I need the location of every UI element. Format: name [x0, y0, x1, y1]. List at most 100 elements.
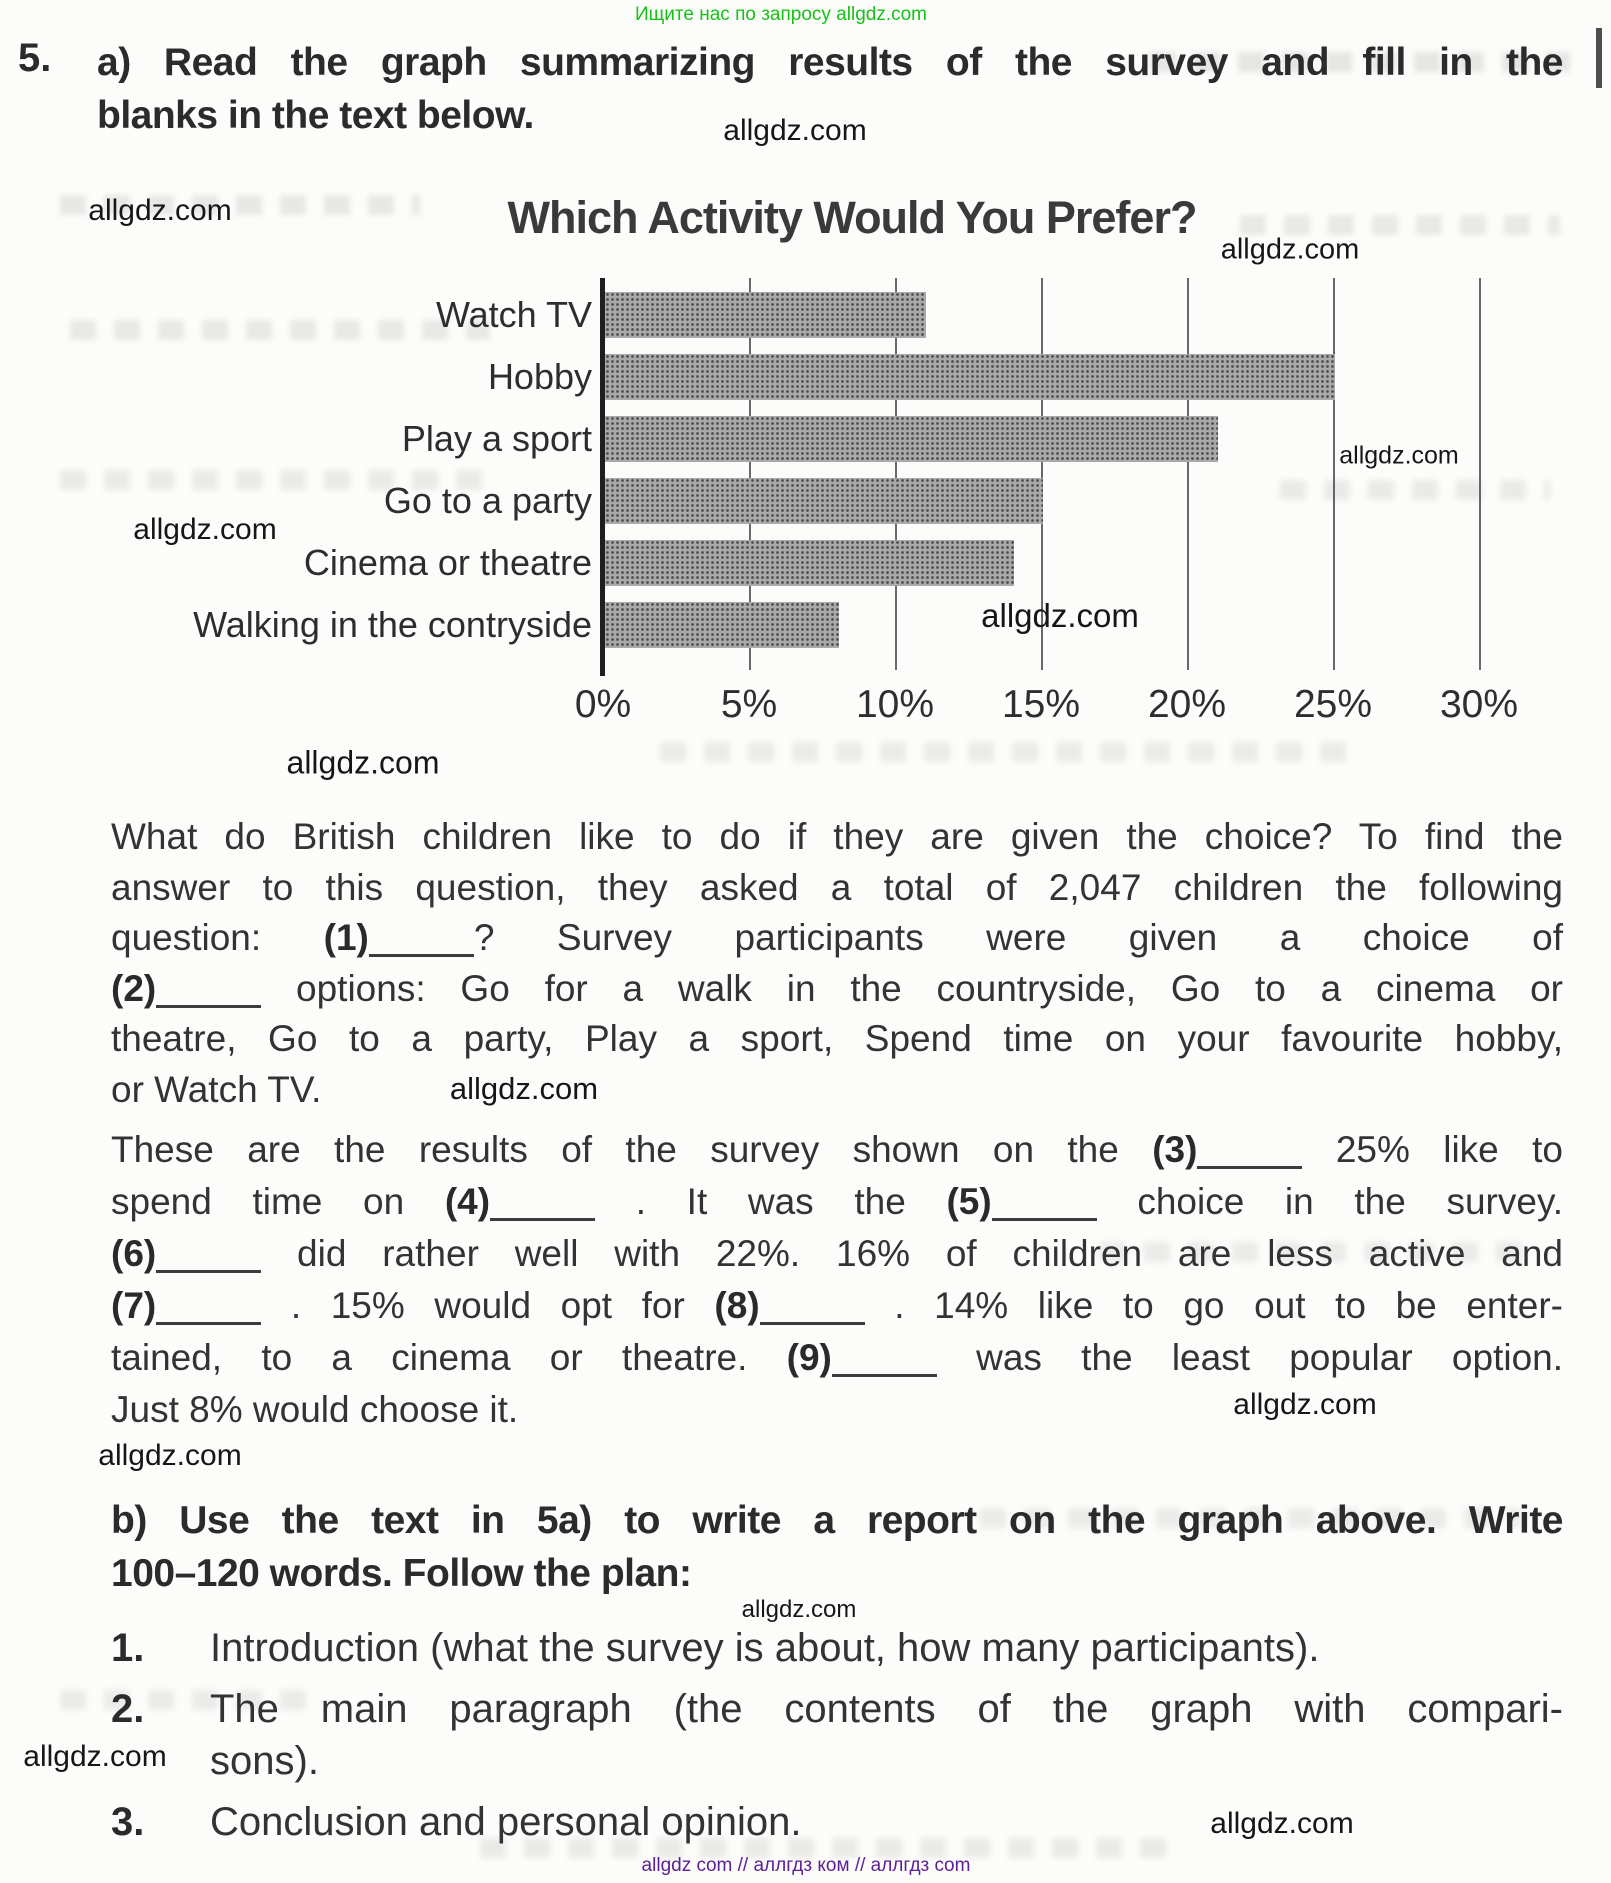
- category-label-go-to-a-party: Go to a party: [383, 480, 592, 521]
- paragraph2-line5: tained, to a cinema or theatre. (9) was …: [111, 1337, 1563, 1378]
- blank-number: (5): [946, 1181, 992, 1222]
- chart-bar-cinema-or-theatre: [605, 540, 1014, 586]
- allgdz-watermark: allgdz.com: [88, 194, 232, 227]
- writing-plan-item-1: 1. Introduction (what the survey is about…: [111, 1622, 1563, 1674]
- x-axis-tick-label: 5%: [720, 683, 778, 726]
- x-axis-tick-label: 0%: [574, 683, 632, 726]
- bleedthrough-artifact: [1150, 52, 1570, 72]
- fill-in-text-paragraph-1: What do British children like to do if t…: [111, 812, 1563, 1115]
- fill-in-blank: [831, 1350, 937, 1377]
- x-axis-tick-label: 25%: [1293, 683, 1373, 726]
- x-axis-tick-label: 10%: [855, 683, 935, 726]
- task-a-heading: a) Read the graph summarizing results of…: [97, 36, 1564, 142]
- x-axis-tick-label: 15%: [1001, 683, 1081, 726]
- paragraph2-line1: These are the results of the survey show…: [111, 1129, 1563, 1170]
- exercise-number: 5.: [18, 36, 52, 80]
- plan-item-text-line: Conclusion and personal opinion.: [210, 1800, 802, 1844]
- fill-in-blank: [759, 1298, 865, 1325]
- chart-bar-play-a-sport: [605, 416, 1218, 462]
- task-a-heading-line2: blanks in the text below.: [97, 94, 534, 137]
- blank-number: (1): [323, 917, 369, 958]
- plan-item-text: Introduction (what the survey is about, …: [210, 1622, 1563, 1674]
- paragraph2-line6: Just 8% would choose it.: [111, 1389, 519, 1430]
- blank-number: (8): [714, 1285, 760, 1326]
- task-b-heading-line2: 100–120 words. Follow the plan:: [111, 1552, 692, 1595]
- chart-bar-walking-in-the-contryside: [605, 602, 839, 648]
- task-b-heading: b) Use the text in 5a) to write a report…: [111, 1494, 1564, 1600]
- allgdz-watermark: allgdz.com: [286, 744, 440, 781]
- allgdz-watermark: allgdz.com: [1210, 1807, 1354, 1840]
- bleedthrough-artifact: [980, 1508, 1520, 1528]
- plan-item-number: 3.: [111, 1800, 145, 1844]
- allgdz-watermark: allgdz.com: [133, 513, 277, 546]
- chart-gridline: [895, 278, 897, 670]
- blank-number: (6): [111, 1233, 157, 1274]
- fill-in-blank: [156, 1298, 262, 1325]
- plan-item-number: 2.: [111, 1687, 145, 1731]
- chart-bar-hobby: [605, 354, 1335, 400]
- blank-number: (2): [111, 967, 157, 1009]
- scan-edge-artifact: [1596, 28, 1602, 88]
- plan-item-number: 1.: [111, 1626, 145, 1670]
- plan-item-text: Conclusion and personal opinion.: [210, 1796, 1563, 1848]
- category-label-play-a-sport: Play a sport: [401, 418, 592, 459]
- bleedthrough-artifact: [1100, 1242, 1540, 1262]
- category-label-cinema-or-theatre: Cinema or theatre: [303, 542, 592, 583]
- fill-in-blank: [368, 930, 474, 957]
- x-axis-tick-label: 30%: [1439, 683, 1519, 726]
- bleedthrough-artifact: [70, 320, 490, 340]
- allgdz-watermark: allgdz.com: [23, 1740, 167, 1773]
- chart-y-axis-line: [600, 278, 605, 676]
- bleedthrough-artifact: [60, 470, 490, 490]
- chart-bar-go-to-a-party: [605, 478, 1043, 524]
- chart-title: Which Activity Would You Prefer?: [507, 192, 1198, 243]
- paragraph2-line4: (7) . 15% would opt for (8) . 14% like t…: [111, 1285, 1563, 1326]
- blank-number: (7): [111, 1285, 157, 1326]
- allgdz-watermark: allgdz.com: [1233, 1388, 1377, 1421]
- paragraph1-line1: What do British children like to do if t…: [111, 816, 1563, 857]
- blank-number: (4): [444, 1181, 491, 1222]
- bleedthrough-artifact: [660, 742, 1360, 762]
- footer-watermark: allgdz com // аллгдз ком // аллгдз com: [641, 1855, 971, 1876]
- writing-plan-list: 1. Introduction (what the survey is about…: [111, 1622, 1563, 1857]
- chart-gridline: [1187, 278, 1189, 670]
- chart-bar-watch-tv: [605, 292, 926, 338]
- fill-in-text-paragraph-2: These are the results of the survey show…: [111, 1124, 1563, 1436]
- paragraph1-line6: or Watch TV.: [111, 1068, 322, 1110]
- allgdz-watermark: allgdz.com: [449, 1071, 599, 1106]
- allgdz-watermark: allgdz.com: [981, 597, 1139, 634]
- bleedthrough-artifact: [1240, 215, 1560, 235]
- plan-item-text-line: Introduction (what the survey is about, …: [210, 1626, 1320, 1670]
- writing-plan-item-3: 3. Conclusion and personal opinion.: [111, 1796, 1563, 1848]
- bleedthrough-artifact: [1280, 480, 1550, 500]
- allgdz-watermark: allgdz.com: [1220, 233, 1360, 266]
- category-label-hobby: Hobby: [487, 356, 592, 397]
- x-axis-tick-label: 20%: [1147, 683, 1227, 726]
- plan-item-text-line: sons).: [210, 1739, 319, 1783]
- bleedthrough-artifact: [60, 195, 420, 215]
- paragraph1-line2: answer to this question, they asked a to…: [111, 866, 1563, 908]
- blank-number: (3): [1152, 1129, 1198, 1170]
- chart-gridline: [1479, 278, 1481, 670]
- bleedthrough-artifact: [480, 1838, 1180, 1858]
- plan-item-text-line: The main paragraph (the contents of the …: [210, 1687, 1563, 1731]
- paragraph1-line3: question: (1)? Survey participants were …: [111, 917, 1563, 958]
- task-a-heading-line1: a) Read the graph summarizing results of…: [97, 41, 1564, 84]
- chart-gridline: [749, 278, 751, 670]
- writing-plan-item-2: 2. The main paragraph (the contents of th…: [111, 1683, 1563, 1787]
- allgdz-watermark: allgdz.com: [723, 114, 867, 147]
- paragraph1-line4: (2) options: Go for a walk in the countr…: [111, 967, 1563, 1009]
- allgdz-watermark: allgdz.com: [98, 1439, 242, 1472]
- fill-in-blank: [1197, 1142, 1303, 1169]
- paragraph1-line5: theatre, Go to a party, Play a sport, Sp…: [111, 1018, 1563, 1059]
- fill-in-blank: [490, 1194, 596, 1221]
- category-label-walking-in-the-contryside: Walking in the contryside: [193, 604, 592, 645]
- blank-number: (9): [786, 1337, 832, 1378]
- chart-gridline: [1333, 278, 1335, 670]
- fill-in-blank: [156, 981, 262, 1008]
- paragraph2-line3: (6) did rather well with 22%. 16% of chi…: [111, 1233, 1563, 1274]
- promo-watermark-green: Ищите нас по запросу allgdz.com: [634, 4, 928, 25]
- allgdz-watermark: allgdz.com: [741, 1596, 857, 1623]
- chart-gridline: [1041, 278, 1043, 670]
